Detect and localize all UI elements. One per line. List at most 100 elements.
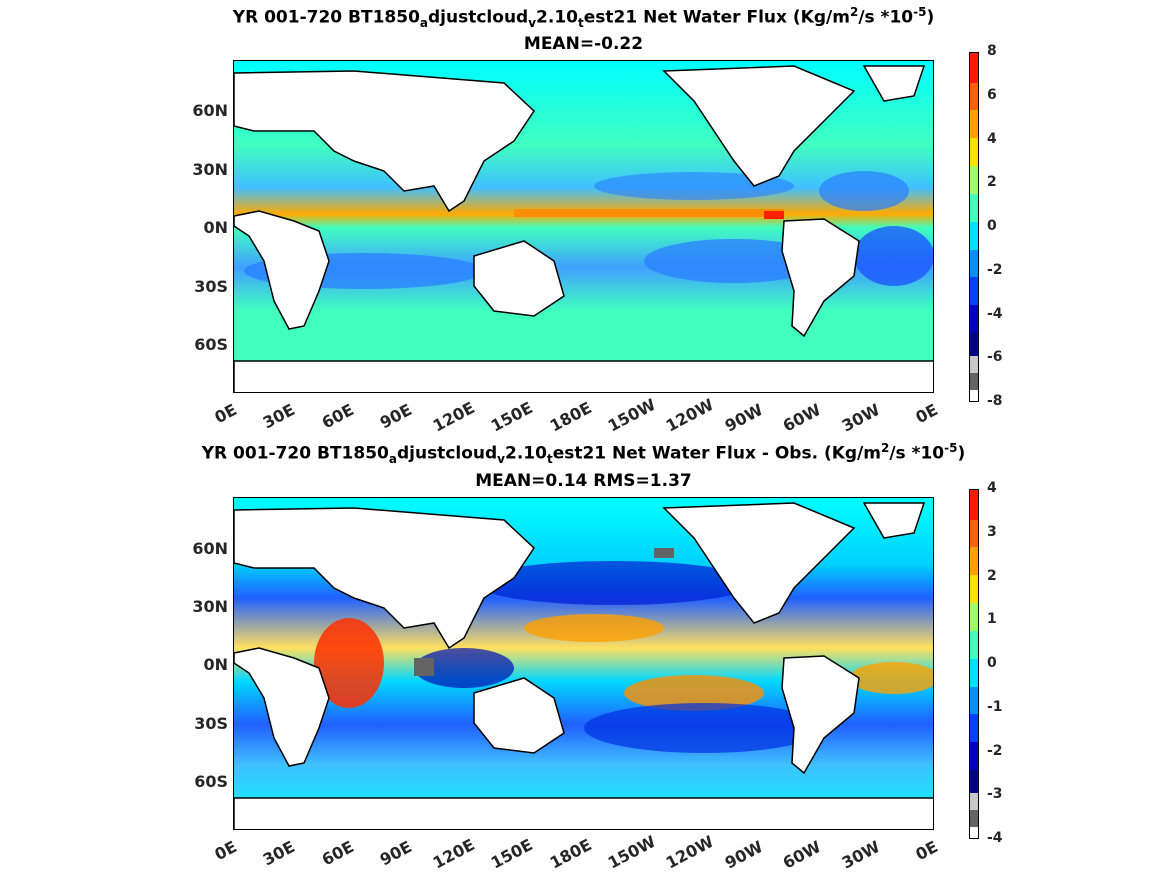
colorbar-tick-label: -6 [987, 349, 1003, 366]
colorbar-tick-label: 6 [987, 86, 997, 103]
greenland [862, 502, 926, 539]
colorbar-tick-label: 2 [987, 174, 997, 191]
subtropical-dry-zone [854, 226, 933, 286]
antarctica [234, 797, 933, 829]
north-america [662, 65, 856, 187]
anomaly-positive [849, 662, 933, 694]
lat-label: 0N [203, 218, 228, 237]
missing-data-patch [654, 548, 674, 558]
lat-label: 60N [192, 539, 228, 558]
title-text: /s *10 [889, 443, 945, 464]
title-text: YR 001-720 BT1850 [232, 7, 420, 28]
colorbar-tick-label: 4 [987, 480, 997, 496]
colorbar-tick-label: -4 [987, 830, 1003, 846]
antarctica [234, 360, 933, 392]
lon-label: 30W [838, 400, 883, 436]
lon-label: 120W [663, 831, 718, 873]
title-text: djustcloud [396, 443, 498, 464]
south-america [781, 655, 860, 775]
south-america [781, 218, 860, 338]
lon-label: 30W [838, 837, 883, 873]
colorbar-tick-label: -3 [987, 786, 1003, 803]
colorbar-tick-label: 8 [987, 43, 997, 59]
title-text: ) [957, 443, 966, 464]
lon-label: 90E [376, 837, 416, 870]
lat-label: 60S [194, 335, 228, 354]
colorbar-tick-label: 2 [987, 567, 997, 584]
lat-label: 60S [194, 772, 228, 791]
anomaly-positive [524, 614, 664, 642]
panel1-map [233, 60, 934, 393]
lon-label: 0E [211, 837, 240, 865]
lon-label: 150E [487, 834, 536, 873]
land [234, 502, 933, 829]
lat-label: 0N [203, 655, 228, 674]
title-sub: a [419, 16, 429, 31]
title-text: djustcloud [428, 7, 529, 28]
title-sup: -5 [944, 441, 958, 455]
lon-label: 60W [779, 837, 825, 873]
colorbar-tick-label: 1 [987, 611, 997, 628]
title-sup: 2 [880, 441, 890, 455]
panel2-colorbar [969, 489, 979, 839]
colorbar-tick-label: -4 [987, 305, 1003, 322]
colorbar-tick-label: -1 [987, 698, 1003, 715]
lon-label: 150W [604, 831, 659, 873]
anomaly-positive [314, 618, 384, 708]
lon-label: 180E [546, 834, 595, 873]
north-america [662, 502, 856, 624]
panel2-map-svg [234, 498, 933, 829]
lon-label: 180E [546, 397, 595, 436]
lon-label: 30E [260, 837, 299, 870]
itcz-band [514, 209, 784, 217]
lon-label: 150W [604, 394, 659, 436]
panel1-title: YR 001-720 BT1850adjustcloudv2.10test21 … [0, 2, 1167, 33]
lon-label: 120W [663, 394, 718, 436]
lon-label: 150E [487, 397, 536, 436]
colorbar-tick-label: -2 [987, 261, 1003, 278]
subtropical-dry-zone [594, 172, 794, 200]
eurasia [234, 507, 535, 650]
eurasia [234, 70, 535, 213]
colorbar-tick-label: 0 [987, 655, 997, 671]
australia [473, 240, 565, 317]
panel1-colorbar [969, 52, 979, 402]
panel2-mean: MEAN=0.14 RMS=1.37 [475, 471, 692, 491]
title-sub: v [497, 452, 505, 467]
lon-label: 90E [376, 400, 416, 433]
anomaly-positive [624, 675, 764, 711]
lon-label: 0E [912, 837, 941, 865]
lon-label: 90W [721, 400, 766, 436]
subtropical-dry-zone [644, 239, 824, 283]
lat-label: 60N [192, 101, 228, 120]
lon-label: 0E [912, 400, 941, 428]
lon-label: 60E [318, 837, 357, 870]
lon-label: 120E [429, 834, 478, 873]
colorbar-tick-label: 4 [987, 130, 997, 147]
lat-label: 30S [194, 714, 228, 733]
title-sup: 2 [849, 5, 859, 19]
colorbar-tick-label: 0 [987, 218, 997, 234]
colorbar-tick-label: 3 [987, 523, 997, 540]
title-text: 2.10 [536, 7, 578, 28]
lon-label: 60W [779, 400, 825, 436]
lat-label: 30N [192, 597, 228, 616]
panel2-map [233, 497, 934, 830]
anomaly-negative [474, 561, 754, 605]
lat-label: 30N [192, 160, 228, 179]
panel2-title: YR 001-720 BT1850adjustcloudv2.10test21 … [0, 438, 1167, 469]
title-text: 2.10 [505, 443, 547, 464]
missing-data-patch [414, 658, 434, 676]
title-sup: -5 [913, 5, 927, 19]
lon-label: 120E [429, 397, 478, 436]
australia [473, 677, 565, 754]
title-sub: v [528, 16, 537, 31]
itcz-max [764, 211, 784, 219]
panel1-map-svg [234, 61, 933, 392]
lon-label: 90W [721, 837, 766, 873]
panel1-mean: MEAN=-0.22 [523, 34, 644, 54]
title-text: ) [926, 7, 935, 28]
anomaly-negative [414, 648, 514, 688]
title-text: est21 Net Water Flux - Obs. (Kg/m [552, 443, 881, 464]
title-text: /s *10 [858, 7, 914, 28]
